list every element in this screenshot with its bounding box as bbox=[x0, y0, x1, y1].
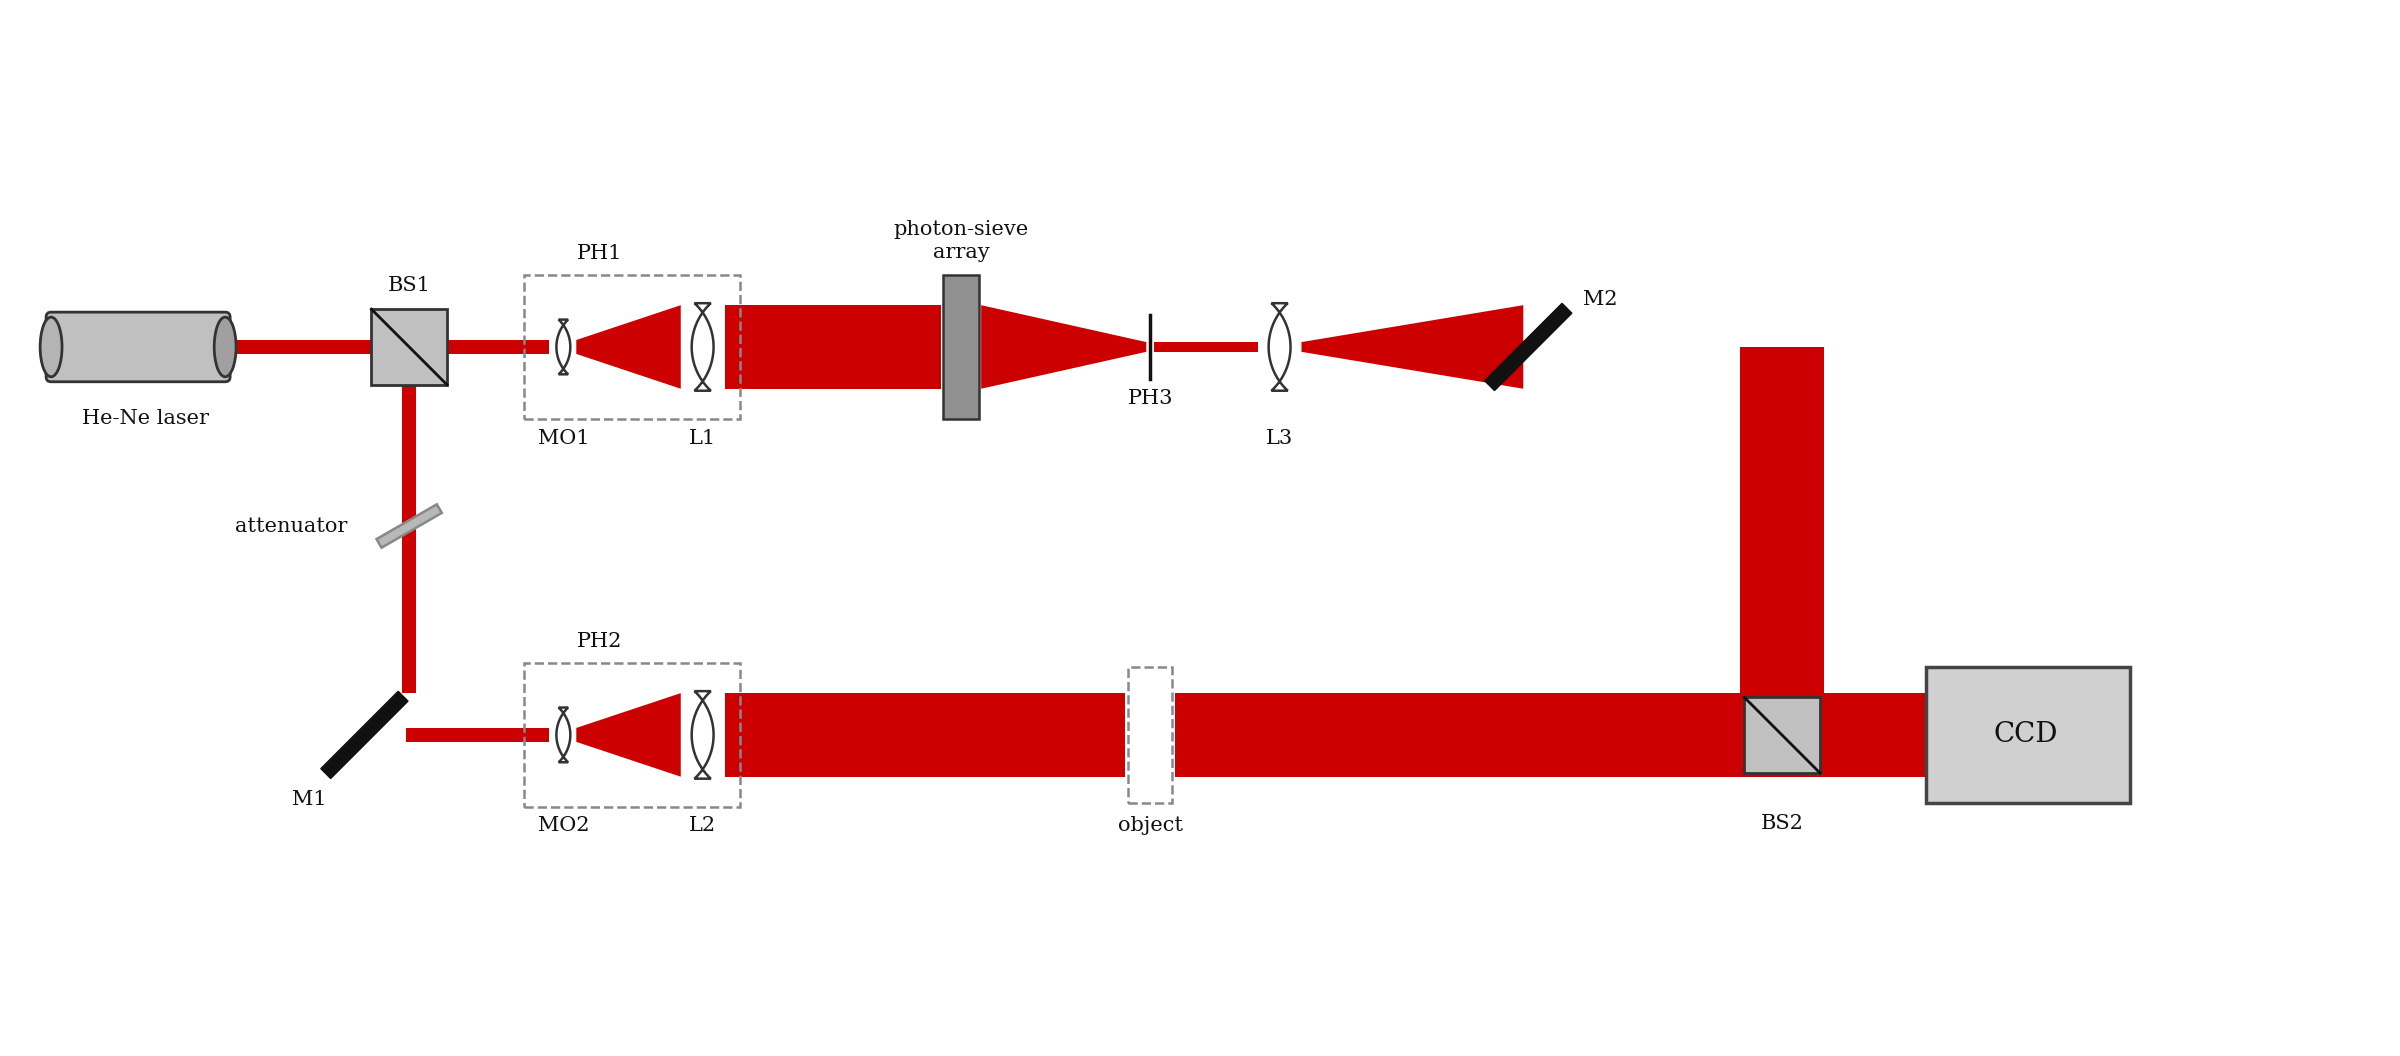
Polygon shape bbox=[1812, 693, 2119, 776]
Polygon shape bbox=[377, 505, 442, 548]
Polygon shape bbox=[372, 309, 446, 384]
Text: attenuator: attenuator bbox=[235, 516, 348, 535]
Polygon shape bbox=[725, 305, 941, 389]
Text: CCD: CCD bbox=[1994, 721, 2057, 749]
Polygon shape bbox=[982, 305, 1147, 389]
Polygon shape bbox=[1270, 303, 1291, 391]
Text: BS2: BS2 bbox=[1762, 814, 1802, 833]
Text: object: object bbox=[1118, 816, 1183, 835]
Text: M1: M1 bbox=[293, 790, 326, 809]
Polygon shape bbox=[1486, 303, 1572, 391]
Text: photon-sieve
array: photon-sieve array bbox=[893, 220, 1030, 262]
Polygon shape bbox=[576, 693, 682, 776]
Text: L2: L2 bbox=[689, 816, 715, 835]
Polygon shape bbox=[1154, 342, 1258, 352]
Polygon shape bbox=[725, 693, 1126, 776]
Polygon shape bbox=[691, 691, 713, 778]
FancyBboxPatch shape bbox=[46, 313, 230, 382]
Polygon shape bbox=[557, 708, 571, 762]
Polygon shape bbox=[230, 340, 379, 354]
Polygon shape bbox=[691, 303, 713, 391]
Text: PH1: PH1 bbox=[576, 244, 622, 263]
Text: BS1: BS1 bbox=[389, 277, 430, 296]
Ellipse shape bbox=[41, 317, 62, 377]
Text: MO2: MO2 bbox=[538, 816, 588, 835]
Polygon shape bbox=[439, 340, 550, 354]
Text: L1: L1 bbox=[689, 429, 715, 448]
FancyBboxPatch shape bbox=[1927, 667, 2131, 803]
Text: PH3: PH3 bbox=[1128, 389, 1174, 408]
Text: PH2: PH2 bbox=[576, 633, 622, 652]
Polygon shape bbox=[1745, 697, 1819, 773]
Polygon shape bbox=[1740, 347, 1824, 776]
Polygon shape bbox=[557, 320, 571, 374]
Polygon shape bbox=[1176, 693, 1752, 776]
Polygon shape bbox=[1301, 305, 1524, 389]
Polygon shape bbox=[943, 276, 979, 418]
Ellipse shape bbox=[214, 317, 235, 377]
Polygon shape bbox=[576, 305, 682, 389]
Polygon shape bbox=[406, 728, 550, 742]
Text: L3: L3 bbox=[1265, 429, 1294, 448]
Text: He-Ne laser: He-Ne laser bbox=[82, 409, 209, 428]
Text: M2: M2 bbox=[1582, 290, 1618, 309]
Text: MO1: MO1 bbox=[538, 429, 588, 448]
Polygon shape bbox=[403, 377, 415, 693]
Polygon shape bbox=[322, 692, 408, 778]
